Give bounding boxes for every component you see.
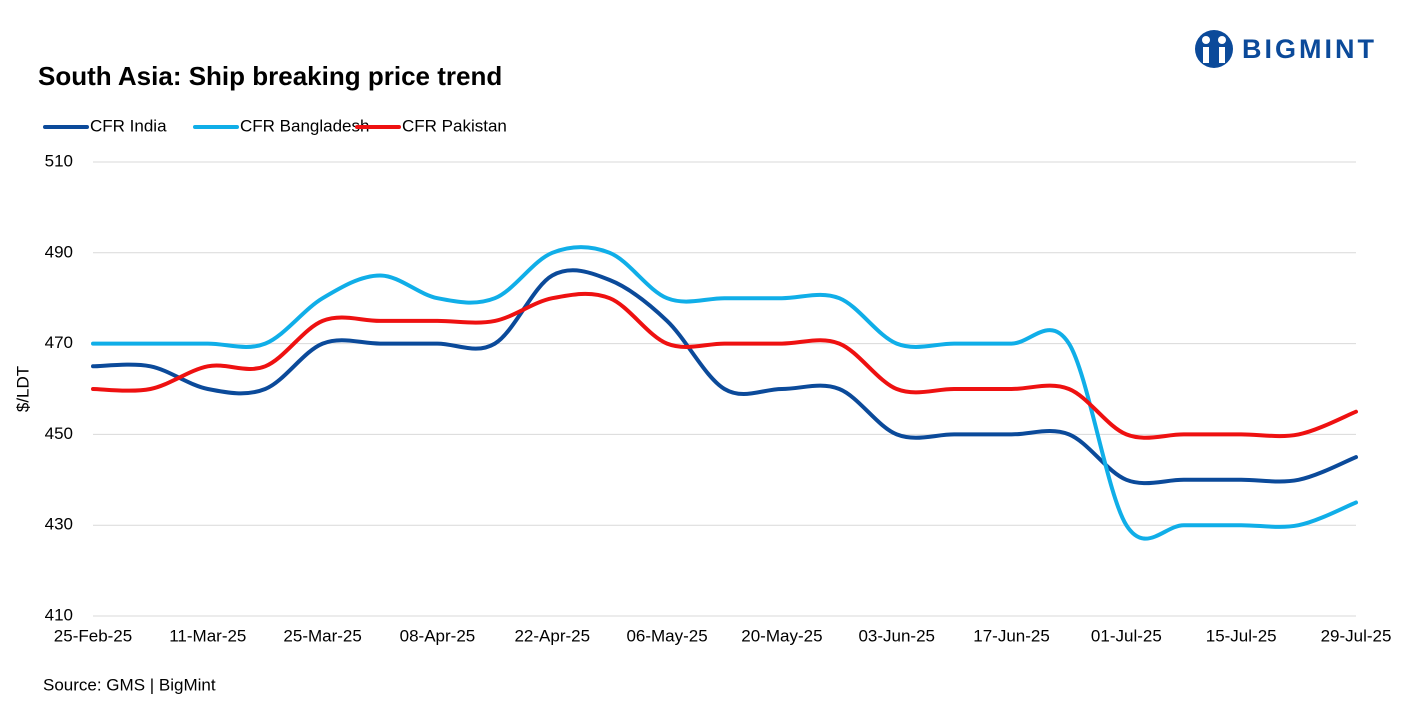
y-tick-label: 470 <box>45 333 73 352</box>
x-tick-label: 25-Mar-25 <box>283 626 361 645</box>
x-tick-label: 20-May-25 <box>741 626 822 645</box>
y-axis-label: $/LDT <box>13 366 32 412</box>
x-tick-label: 01-Jul-25 <box>1091 626 1162 645</box>
x-tick-label: 22-Apr-25 <box>514 626 590 645</box>
x-tick-label: 11-Mar-25 <box>169 626 246 645</box>
y-tick-label: 430 <box>45 515 73 534</box>
y-tick-label: 450 <box>45 424 73 443</box>
line <box>91 245 1358 541</box>
line <box>91 268 1358 486</box>
brand: BIGMINT <box>1242 34 1377 64</box>
x-tick-label: 15-Jul-25 <box>1206 626 1277 645</box>
x-tick-label: 29-Jul-25 <box>1321 626 1392 645</box>
line <box>91 291 1358 440</box>
x-tick-label: 25-Feb-25 <box>54 626 132 645</box>
legend-label: CFR Bangladesh <box>240 116 369 135</box>
chart-title: South Asia: Ship breaking price trend <box>38 61 502 91</box>
y-tick-label: 510 <box>45 151 73 170</box>
y-tick-label: 410 <box>45 605 73 624</box>
legend-label: CFR India <box>90 116 167 135</box>
legend-label: CFR Pakistan <box>402 116 507 135</box>
x-tick-label: 06-May-25 <box>626 626 707 645</box>
x-tick-label: 03-Jun-25 <box>858 626 935 645</box>
source: Source: GMS | BigMint <box>43 675 216 694</box>
y-tick-label: 490 <box>45 242 73 261</box>
x-tick-label: 08-Apr-25 <box>400 626 476 645</box>
x-tick-label: 17-Jun-25 <box>973 626 1050 645</box>
logo: BIGMINT <box>1195 30 1377 68</box>
